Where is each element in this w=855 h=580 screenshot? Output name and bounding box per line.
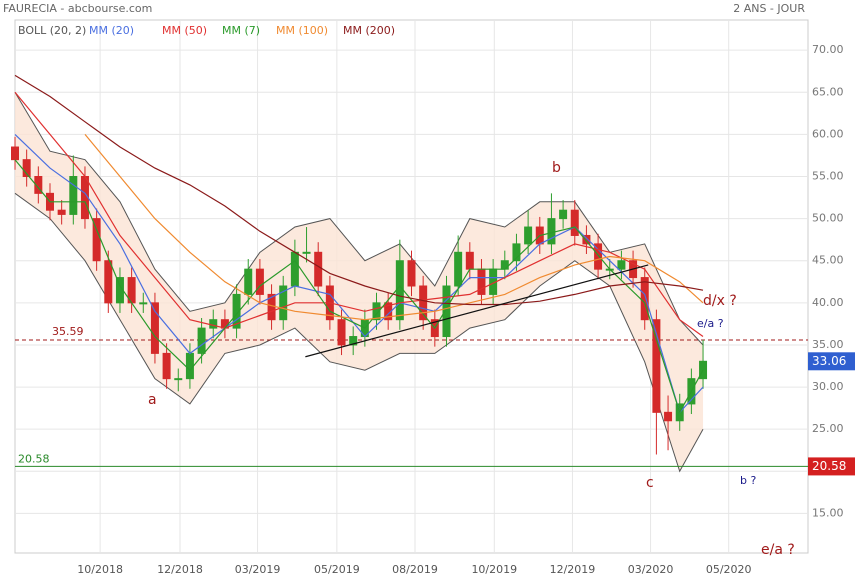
candle-body — [395, 260, 404, 321]
candle-body — [594, 243, 603, 270]
candle-body — [314, 251, 323, 287]
x-tick-label: 12/2019 — [550, 563, 596, 576]
legend-entry: BOLL (20, 2) — [18, 24, 86, 37]
x-tick-label: 10/2019 — [471, 563, 517, 576]
y-tick-label: 60.00 — [812, 127, 844, 140]
legend-entry: MM (50) — [162, 24, 207, 37]
y-tick-label: 40.00 — [812, 296, 844, 309]
legend-entry: MM (7) — [222, 24, 260, 37]
ma-line — [14, 159, 704, 414]
y-tick-label: 35.00 — [812, 338, 844, 351]
candle-body — [34, 176, 43, 194]
candle-body — [174, 378, 183, 381]
candle-body — [349, 336, 358, 346]
candle-body — [162, 352, 171, 380]
x-tick-label: 05/2019 — [314, 563, 360, 576]
candle-body — [290, 251, 299, 287]
y-tick-label: 45.00 — [812, 254, 844, 267]
plot-frame — [14, 19, 809, 554]
candle-body — [664, 411, 673, 422]
legend-entry: MM (200) — [343, 24, 395, 37]
candle-body — [244, 268, 253, 295]
ma-line — [84, 134, 704, 321]
candle-body — [442, 285, 451, 338]
candle-body — [150, 302, 159, 354]
level-label: 20.58 — [18, 452, 50, 465]
x-tick-label: 08/2019 — [392, 563, 438, 576]
candle-body — [104, 260, 113, 304]
candle-body — [197, 327, 206, 354]
legend-entry: MM (100) — [276, 24, 328, 37]
x-tick-label: 03/2019 — [235, 563, 281, 576]
candle-body — [465, 251, 474, 270]
y-tick-label: 30.00 — [812, 380, 844, 393]
candle-body — [279, 285, 288, 321]
candle-body — [11, 146, 19, 161]
candle-body — [617, 260, 626, 270]
candle-body — [209, 319, 218, 329]
annotation: c — [646, 475, 654, 491]
candle-body — [524, 226, 533, 245]
level-box — [808, 457, 855, 476]
y-tick-label: 55.00 — [812, 170, 844, 183]
candle-body — [640, 277, 649, 321]
candle-body — [185, 352, 194, 380]
candle-body — [69, 176, 78, 215]
level-box-label: 20.58 — [812, 459, 846, 473]
level-label: 35.59 — [52, 325, 84, 338]
candle-body — [419, 285, 428, 321]
annotation: a — [148, 392, 157, 408]
annotation: e/a ? — [697, 317, 724, 330]
annotation: d/x ? — [703, 293, 737, 309]
candle-body — [512, 243, 521, 262]
y-tick-label: 50.00 — [812, 212, 844, 225]
candle-body — [699, 360, 708, 380]
candle-body — [22, 159, 31, 178]
ma-line — [14, 74, 704, 306]
y-tick-label: 70.00 — [812, 43, 844, 56]
x-tick-label: 10/2018 — [77, 563, 123, 576]
candle-body — [407, 260, 416, 287]
candle-body — [559, 209, 568, 220]
candle-body — [302, 251, 311, 254]
candle-body — [454, 251, 463, 287]
candle-body — [582, 234, 591, 245]
x-tick-label: 03/2020 — [628, 563, 674, 576]
x-tick-label: 05/2020 — [706, 563, 752, 576]
candle-body — [139, 302, 148, 305]
y-tick-label: 15.00 — [812, 506, 844, 519]
last-box — [808, 352, 855, 371]
candle-body — [337, 319, 346, 346]
chart-title: FAURECIA - abcbourse.com — [3, 2, 152, 15]
candle-body — [570, 209, 579, 236]
annotation: e/a ? — [761, 542, 795, 558]
ma-line — [14, 91, 704, 337]
y-tick-label: 65.00 — [812, 85, 844, 98]
legend-entry: MM (20) — [89, 24, 134, 37]
candle-body — [652, 319, 661, 413]
candle-body — [255, 268, 264, 295]
candle-body — [232, 293, 241, 329]
candle-body — [57, 209, 66, 215]
chart-subtitle: 2 ANS - JOUR — [733, 2, 805, 15]
candle-body — [500, 260, 509, 270]
y-tick-label: 25.00 — [812, 422, 844, 435]
candle-body — [372, 302, 381, 321]
trendline — [305, 264, 649, 358]
last-label: 33.06 — [812, 354, 846, 368]
annotation: b — [552, 160, 561, 176]
annotation: b ? — [740, 474, 756, 487]
x-tick-label: 12/2018 — [157, 563, 203, 576]
